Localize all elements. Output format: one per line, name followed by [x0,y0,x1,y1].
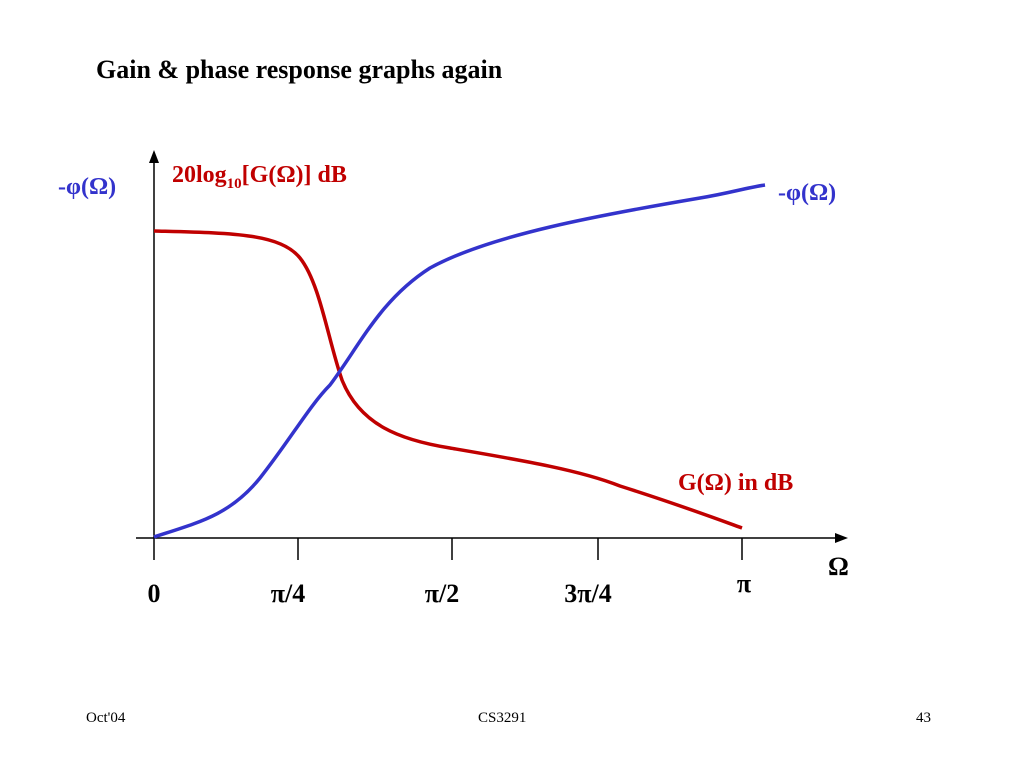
axes [136,150,848,560]
x-tick-label-3pi-4: 3π/4 [564,579,611,608]
x-axis-arrowhead [835,533,848,543]
slide-title: Gain & phase response graphs again [96,55,503,84]
x-tick-label-pi-4: π/4 [271,579,305,608]
phase-curve [153,183,766,539]
x-tick-label-pi: π [737,569,751,598]
gain-curve-label: G(Ω) in dB [678,470,793,496]
gain-axis-label-suffix: [G(Ω)] dB [242,162,347,188]
footer-course: CS3291 [478,710,527,726]
gain-axis-label-subscript: 10 [227,176,242,192]
y-axis-arrowhead [149,150,159,163]
gain-curve [153,229,743,530]
x-tick-label-0: 0 [148,579,161,608]
x-axis-symbol: Ω [828,552,849,581]
gain-axis-label-prefix: 20log [172,162,227,188]
footer-page-number: 43 [916,710,931,726]
phase-axis-label: -φ(Ω) [58,174,116,200]
x-tick-label-pi-2: π/2 [425,579,459,608]
phase-curve-label: -φ(Ω) [778,180,836,206]
footer-date: Oct'04 [86,710,126,726]
gain-axis-label: 20log10[G(Ω)] dB [172,162,347,192]
